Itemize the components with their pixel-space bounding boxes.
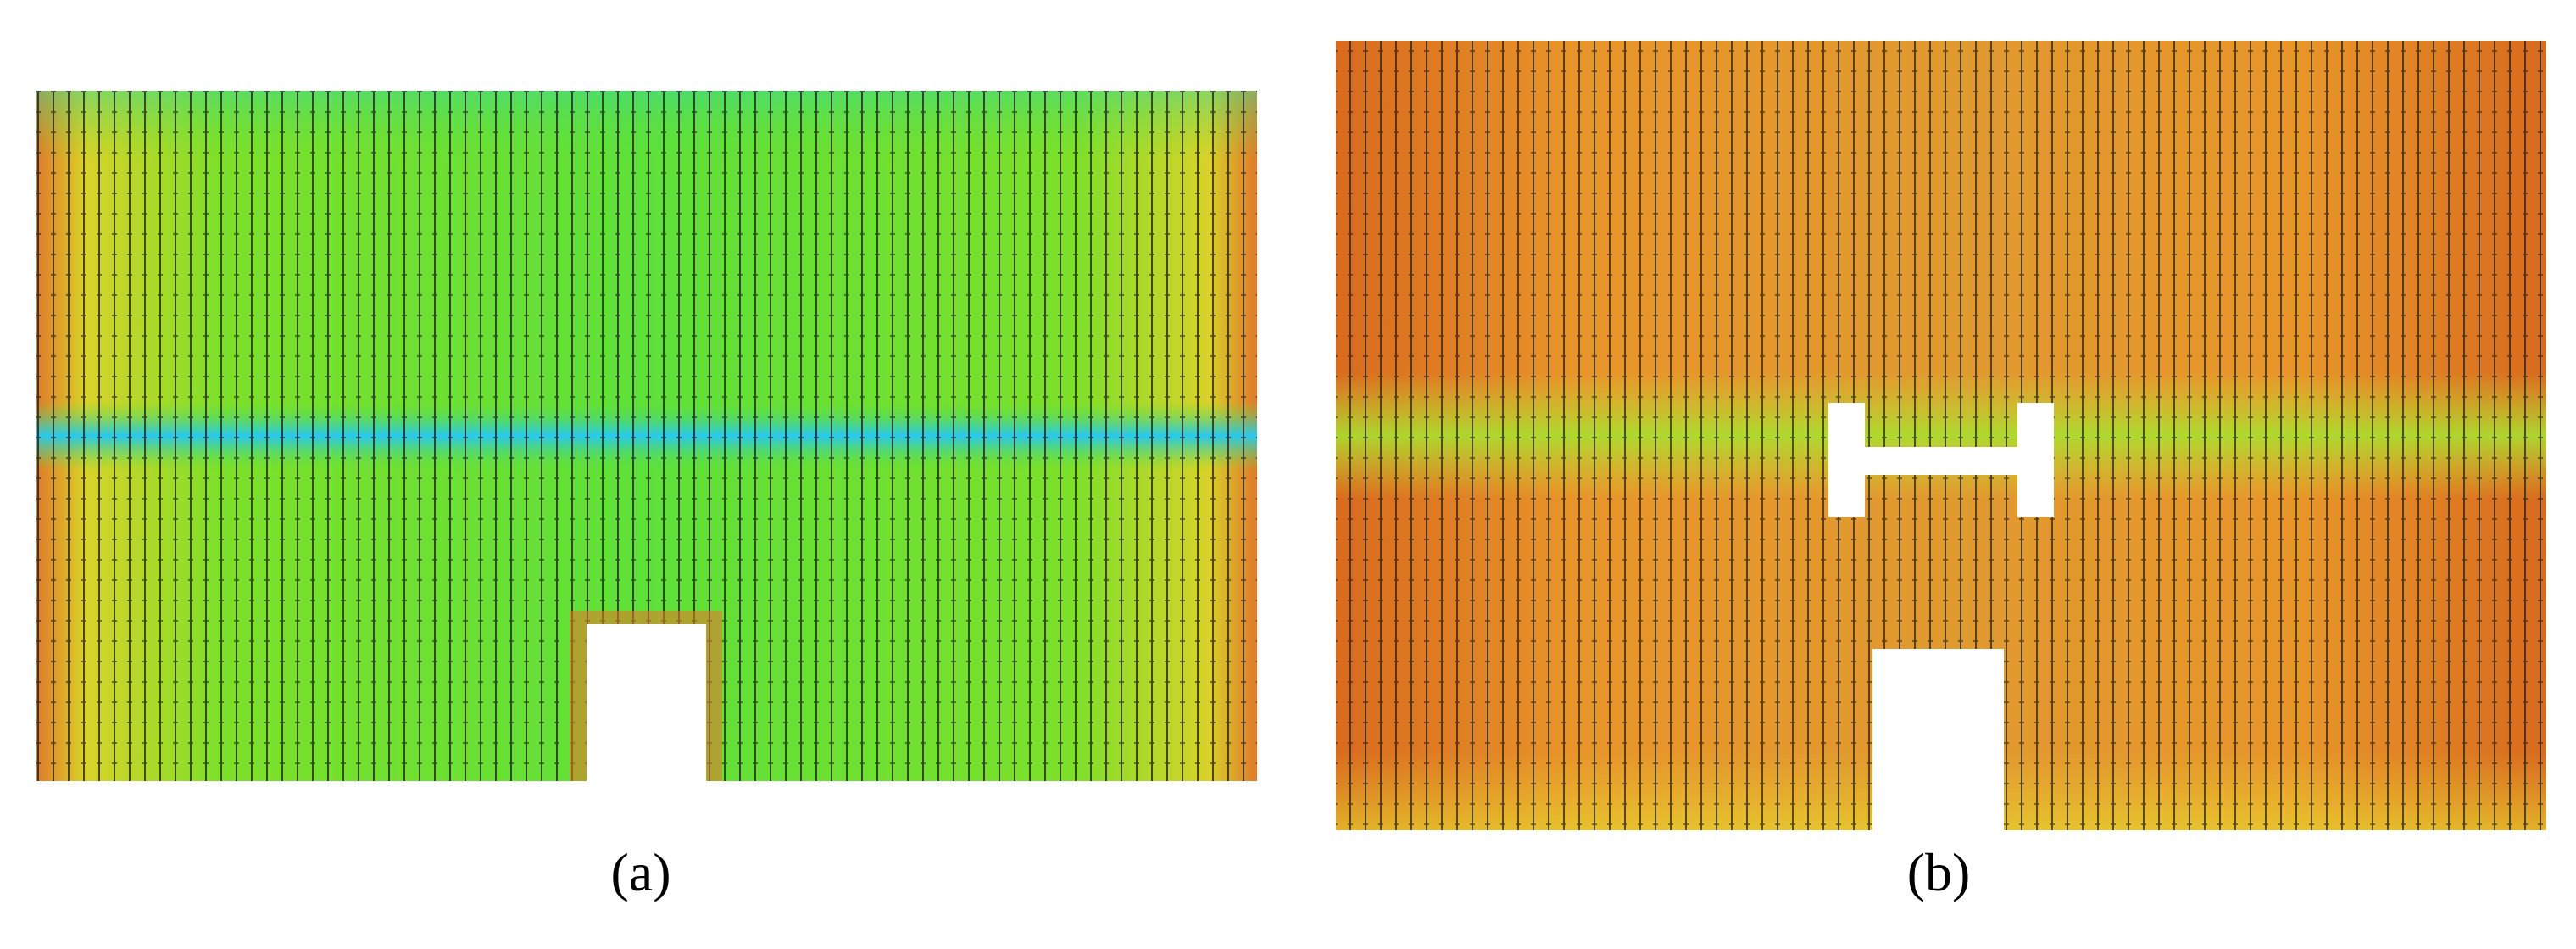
panel-label: (a)	[610, 842, 670, 902]
panel-b: (b)	[1336, 41, 2546, 902]
panel-label: (b)	[1907, 842, 1971, 902]
h-hole	[1828, 403, 2054, 517]
notch	[587, 624, 706, 785]
notch	[1872, 649, 2004, 835]
panel-a: (a)	[36, 91, 1257, 902]
